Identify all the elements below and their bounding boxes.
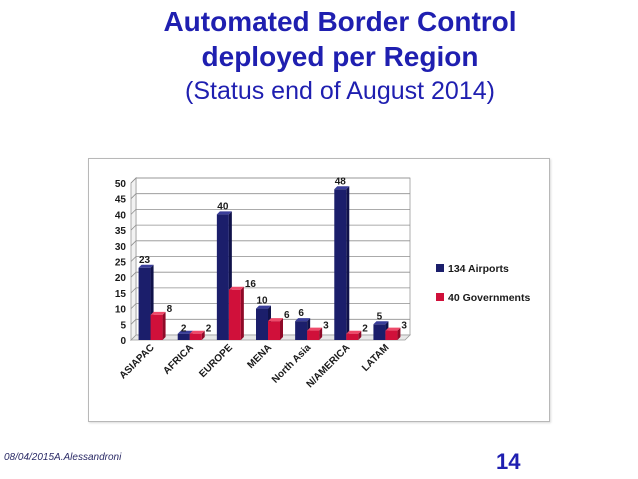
x-tick-label: LATAM: [360, 342, 391, 373]
bar: [138, 267, 151, 340]
bar: [346, 333, 359, 340]
bar: [373, 324, 386, 340]
y-tick-label: 20: [115, 273, 127, 284]
bar-side: [358, 330, 362, 340]
data-label: 5: [377, 311, 383, 322]
data-label: 10: [256, 296, 268, 307]
bar-top: [334, 186, 350, 190]
bar: [216, 214, 229, 340]
page-number: 14: [496, 449, 521, 474]
data-label: 2: [206, 324, 212, 335]
data-label: 8: [167, 304, 173, 315]
y-tick-label: 25: [115, 258, 127, 269]
y-tick-label: 10: [115, 305, 127, 316]
y-gridline: [130, 193, 410, 199]
slide-subtitle: (Status end of August 2014): [185, 77, 495, 105]
y-tick-label: 15: [115, 289, 127, 300]
y-tick-label: 0: [120, 336, 126, 347]
legend-label: 40 Governments: [448, 292, 530, 304]
y-gridline: [130, 240, 410, 247]
legend-label: 134 Airports: [448, 263, 509, 275]
bar-top: [256, 305, 271, 309]
y-tick-label: 35: [115, 226, 127, 237]
data-label: 3: [401, 321, 407, 332]
bar-top: [228, 286, 244, 290]
data-label: 6: [298, 308, 304, 319]
data-label: 40: [217, 201, 229, 212]
slide-title-line-2: deployed per Region: [201, 41, 479, 72]
data-label: 2: [362, 324, 368, 335]
data-label: 3: [323, 321, 329, 332]
footer-date-author: 08/04/2015A.Alessandroni: [4, 452, 122, 463]
y-gridline: [130, 177, 410, 184]
x-tick-label: AFRICA: [161, 342, 195, 376]
bar: [334, 189, 347, 340]
bar-side: [280, 318, 283, 340]
bar: [385, 330, 398, 340]
bar-top: [150, 311, 166, 315]
data-label: 2: [181, 324, 187, 335]
x-tick-label: MENA: [246, 342, 275, 371]
bar-top: [138, 264, 154, 268]
bar: [228, 289, 241, 340]
bar: [189, 333, 202, 340]
bar-side: [397, 327, 401, 340]
chart-frame: 0 5 10 15 20 25 30 35 40 45 50 23 8 ASIAPAC 2 2 AFRICA 40…: [88, 158, 550, 422]
bar-side: [346, 186, 350, 340]
y-gridline: [130, 209, 410, 215]
data-label: 6: [284, 310, 290, 321]
y-tick-label: 30: [115, 242, 127, 253]
x-tick-label: ASIAPAC: [118, 342, 157, 381]
bar-top: [346, 330, 362, 334]
y-tick-label: 45: [115, 195, 127, 206]
data-label: 48: [335, 176, 347, 187]
y-tick-label: 5: [120, 320, 126, 331]
y-gridline: [130, 224, 410, 231]
bar-top: [177, 330, 193, 334]
bar: [150, 314, 163, 340]
y-tick-label: 50: [115, 179, 127, 190]
bar: [295, 321, 308, 340]
bar-top: [268, 318, 283, 322]
x-tick-label: EUROPE: [197, 342, 235, 380]
legend-swatch: [436, 264, 444, 272]
data-label: 16: [245, 279, 257, 290]
bar-side: [319, 327, 323, 340]
bar-side: [162, 311, 166, 340]
y-gridline: [130, 318, 410, 325]
y-gridline: [130, 271, 410, 278]
bar: [307, 330, 320, 340]
y-gridline: [130, 303, 410, 309]
y-gridline: [130, 287, 410, 294]
bar-top: [295, 318, 311, 322]
bar-top: [189, 330, 205, 334]
bar: [256, 308, 268, 340]
bar-top: [216, 211, 232, 215]
slide-title-line-1: Automated Border Control: [163, 6, 517, 37]
bar-top: [373, 321, 389, 325]
legend-swatch: [436, 293, 444, 301]
bar-top: [385, 327, 401, 331]
data-label: 23: [139, 255, 151, 266]
bar-top: [307, 327, 323, 331]
bar: [268, 321, 280, 340]
bar: [177, 333, 190, 340]
slide-title-block: Automated Border Control deployed per Re…: [100, 4, 580, 109]
bar-side: [201, 330, 205, 340]
bar-side: [240, 286, 244, 340]
y-tick-label: 40: [115, 210, 127, 221]
y-gridline: [130, 256, 410, 262]
